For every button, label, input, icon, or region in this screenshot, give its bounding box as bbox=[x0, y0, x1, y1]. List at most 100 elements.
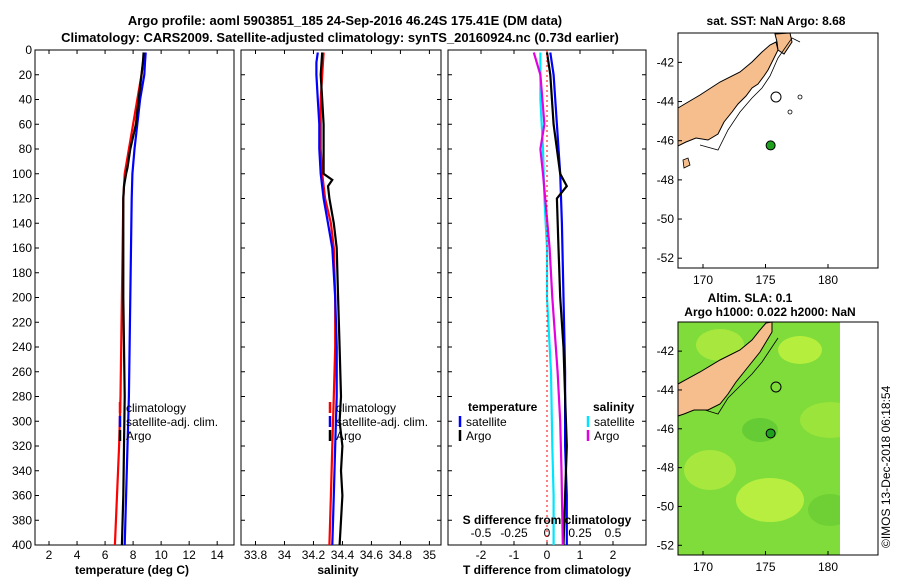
salinity-xlabel: salinity bbox=[317, 563, 359, 577]
map-y-tick-label: -42 bbox=[657, 55, 675, 69]
depth-tick-label: 320 bbox=[12, 439, 32, 453]
x-tick-label: 34.4 bbox=[331, 548, 355, 562]
map-y-tick-label: -46 bbox=[657, 134, 675, 148]
depth-tick-label: 220 bbox=[12, 315, 32, 329]
x-tick-label: 6 bbox=[102, 548, 109, 562]
series-line-argo bbox=[545, 52, 569, 546]
difference-chart: -2 -1 0 1 2 -0.5 -0.25 0 0.25 0.5 temperature sal… bbox=[447, 49, 647, 577]
map-y-tick-label: -48 bbox=[657, 173, 675, 187]
sla-map-axes: 170 175 180 -42 -44 -46 -48 -50 -52 bbox=[657, 344, 839, 574]
legend-label: climatology bbox=[126, 401, 186, 415]
legend-label: Argo bbox=[126, 429, 152, 443]
depth-tick-label: 360 bbox=[12, 489, 32, 503]
x-tick-label: 14 bbox=[211, 548, 225, 562]
map-y-tick-label: -50 bbox=[657, 499, 675, 513]
legend-label: satellite-adj. clim. bbox=[126, 415, 218, 429]
depth-tick-label: 240 bbox=[12, 340, 32, 354]
x-tick-label: 34.2 bbox=[302, 548, 326, 562]
map-x-tick-label: 175 bbox=[755, 273, 775, 287]
legend-label: Argo bbox=[466, 429, 492, 443]
south-island-shape bbox=[677, 321, 773, 417]
temperature-xlabel: temperature (deg C) bbox=[75, 563, 189, 577]
temperature-chart: 0 20 40 60 80 100 120 140 160 180 200 220 240 260 280 3… bbox=[12, 43, 235, 577]
shelf-contour bbox=[699, 37, 801, 151]
map-x-tick-label: 170 bbox=[693, 273, 713, 287]
x-tick-label: 4 bbox=[74, 548, 81, 562]
map-y-tick-label: -48 bbox=[657, 461, 675, 475]
x-tick-label: -2 bbox=[476, 548, 487, 562]
sla-map-title-line1: Altim. SLA: 0.1 bbox=[708, 291, 793, 305]
depth-tick-label: 400 bbox=[12, 538, 32, 552]
depth-tick-label: 380 bbox=[12, 513, 32, 527]
map-x-tick-label: 170 bbox=[693, 560, 713, 574]
figure-title-line1: Argo profile: aoml 5903851_185 24-Sep-20… bbox=[128, 13, 562, 28]
series-line-argo bbox=[532, 52, 564, 546]
map-y-tick-label: -44 bbox=[657, 95, 675, 109]
legend-label: Argo bbox=[336, 429, 362, 443]
legend-label: climatology bbox=[336, 401, 396, 415]
series-line-climatology bbox=[319, 52, 337, 546]
depth-axis: 0 20 40 60 80 100 120 140 160 180 200 220 240 260 280 3… bbox=[12, 43, 39, 552]
x-tick-label: 0 bbox=[544, 548, 551, 562]
x-tick-label: 12 bbox=[182, 548, 196, 562]
imos-watermark: ©IMOS 13-Dec-2018 06:18:54 bbox=[879, 385, 893, 548]
salinity-difference-axis: -0.5 -0.25 0 0.25 0.5 bbox=[471, 526, 622, 540]
top-tick-label: -0.5 bbox=[471, 526, 492, 540]
series-line-satellite-adj-clim- bbox=[315, 52, 338, 546]
top-tick-label: 0.25 bbox=[568, 526, 592, 540]
legend-label: satellite bbox=[466, 415, 507, 429]
s-difference-label: S difference from climatology bbox=[463, 513, 632, 527]
legend-label: satellite bbox=[594, 415, 635, 429]
depth-tick-label: 80 bbox=[19, 142, 33, 156]
map-y-tick-label: -50 bbox=[657, 212, 675, 226]
salinity-series bbox=[315, 52, 344, 546]
shelf-contour bbox=[704, 337, 779, 415]
chatham-rise-shape bbox=[770, 381, 782, 393]
depth-tick-label: 100 bbox=[12, 167, 32, 181]
sla-anomaly-blob bbox=[696, 329, 744, 361]
x-tick-label: 35 bbox=[423, 548, 437, 562]
map-y-tick-label: -44 bbox=[657, 383, 675, 397]
sla-map: Altim. SLA: 0.1 Argo h1000: 0.022 h2000:… bbox=[657, 291, 879, 574]
sst-map-land bbox=[677, 32, 803, 169]
chatham-rise-shape bbox=[770, 91, 782, 103]
depth-tick-label: 200 bbox=[12, 291, 32, 305]
series-line-argo bbox=[319, 52, 344, 546]
salinity-chart: 33.8 34 34.2 34.4 34.6 34.8 35 climatologysate… bbox=[240, 49, 442, 577]
legend-group-temperature: temperature bbox=[468, 400, 538, 414]
sla-missing-area bbox=[840, 322, 878, 555]
difference-legend: temperature salinitysatelliteArgosatellit… bbox=[458, 400, 635, 443]
series-line-argo bbox=[120, 52, 145, 546]
depth-tick-label: 120 bbox=[12, 192, 32, 206]
legend-group-salinity: salinity bbox=[593, 400, 635, 414]
map-y-tick-label: -46 bbox=[657, 422, 675, 436]
x-tick-label: 34.6 bbox=[360, 548, 384, 562]
sla-anomaly-blob bbox=[684, 450, 736, 490]
x-tick-label: -1 bbox=[509, 548, 520, 562]
depth-tick-label: 300 bbox=[12, 414, 32, 428]
small-island-shape bbox=[797, 94, 803, 100]
sla-anomaly-blob bbox=[736, 478, 804, 522]
map-x-tick-label: 175 bbox=[755, 560, 775, 574]
depth-tick-label: 60 bbox=[19, 117, 33, 131]
temperature-x-axis: 2 4 6 8 10 12 14 bbox=[46, 50, 225, 562]
top-tick-label: 0.5 bbox=[605, 526, 622, 540]
legend-label: satellite-adj. clim. bbox=[336, 415, 428, 429]
x-tick-label: 2 bbox=[610, 548, 617, 562]
x-tick-label: 2 bbox=[46, 548, 53, 562]
top-tick-label: 0 bbox=[544, 526, 551, 540]
depth-tick-label: 20 bbox=[19, 68, 33, 82]
north-island-shape bbox=[774, 32, 793, 55]
salinity-x-axis: 33.8 34 34.2 34.4 34.6 34.8 35 bbox=[241, 49, 441, 562]
map-x-tick-label: 180 bbox=[818, 560, 838, 574]
depth-tick-label: 180 bbox=[12, 266, 32, 280]
figure-title-line2: Climatology: CARS2009. Satellite-adjuste… bbox=[61, 30, 619, 45]
sla-anomaly-blob bbox=[778, 336, 822, 364]
difference-x-axis: -2 -1 0 1 2 bbox=[448, 49, 646, 562]
depth-tick-label: 40 bbox=[19, 93, 33, 107]
sst-map-title: sat. SST: NaN Argo: 8.68 bbox=[707, 14, 846, 28]
map-y-tick-label: -52 bbox=[657, 251, 675, 265]
depth-tick-label: 140 bbox=[12, 216, 32, 230]
map-x-tick-label: 180 bbox=[818, 273, 838, 287]
